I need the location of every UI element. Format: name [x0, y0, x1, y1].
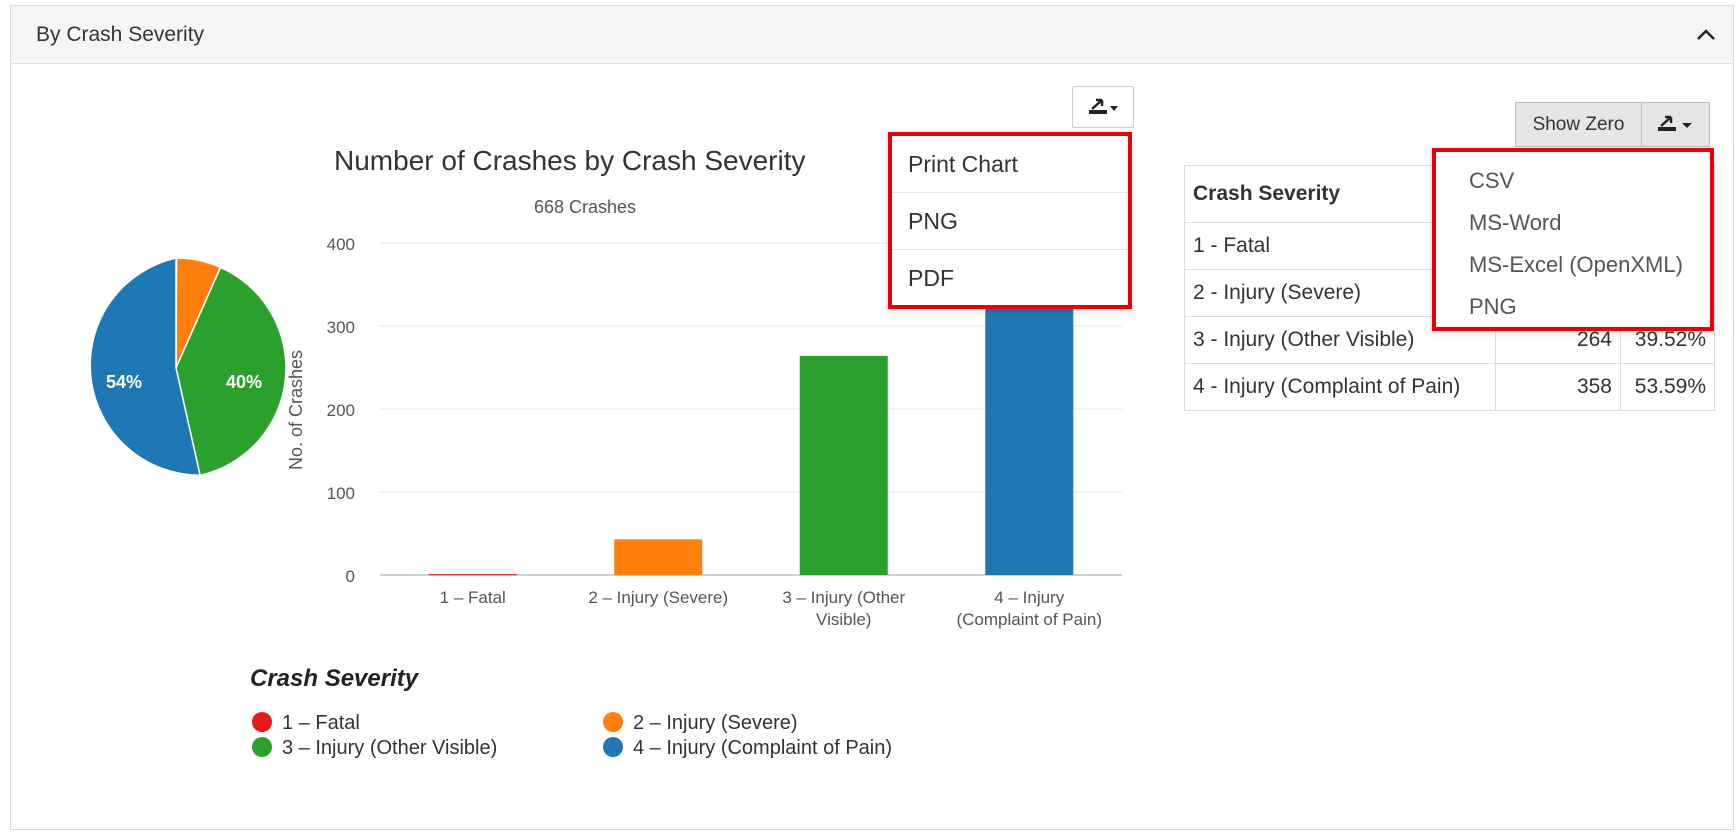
table-export-button[interactable] [1642, 102, 1710, 147]
menu-item-ms-excel[interactable]: MS-Excel (OpenXML) [1469, 252, 1683, 277]
legend-label: 4 – Injury (Complaint of Pain) [633, 737, 893, 759]
menu-item-ms-word[interactable]: MS-Word [1469, 210, 1562, 235]
legend-label: 3 – Injury (Other Visible) [282, 737, 498, 759]
pie-label-other-visible: 40% [226, 372, 262, 392]
pie-slice-other-visible[interactable] [175, 266, 287, 477]
legend-dot [252, 712, 272, 732]
x-tick-label: 2 – Injury (Severe) [588, 588, 728, 607]
x-tick-label: Visible) [816, 610, 871, 629]
y-axis-label: No. of Crashes [286, 350, 306, 470]
crash-severity-panel: By Crash Severity [10, 5, 1734, 830]
table-row: 4 - Injury (Complaint of Pain) 358 53.59… [1184, 363, 1715, 411]
legend-item-severe[interactable]: 2 – Injury (Severe) [603, 712, 798, 735]
legend-title: Crash Severity [250, 665, 419, 692]
row-percent: 53.59% [1620, 363, 1715, 411]
menu-item-csv[interactable]: CSV [1469, 168, 1515, 193]
chart-export-menu: Print Chart PNG PDF [888, 132, 1132, 309]
bar[interactable] [985, 277, 1074, 575]
y-tick-label: 200 [327, 401, 355, 420]
bar[interactable] [799, 355, 888, 575]
legend-item-complaint[interactable]: 4 – Injury (Complaint of Pain) [603, 737, 892, 760]
show-zero-button[interactable]: Show Zero [1515, 102, 1642, 147]
x-tick-label: 4 – Injury [994, 588, 1064, 607]
legend-label: 2 – Injury (Severe) [633, 712, 798, 734]
y-tick-label: 100 [327, 484, 355, 503]
pie-chart: 54% 40% [66, 257, 287, 478]
menu-item-png[interactable]: PNG [1469, 294, 1517, 319]
y-tick-label: 300 [327, 318, 355, 337]
bar-chart: 0 100 200 300 400 No. of Crashes 1 – Fatal 2 – … [286, 235, 1122, 629]
menu-item-png[interactable]: PNG [892, 193, 1128, 250]
export-icon [1089, 98, 1118, 114]
x-tick-label: 3 – Injury (Other [782, 588, 905, 607]
legend-dot [603, 737, 623, 757]
pie-slice-complaint-of-pain[interactable] [89, 257, 202, 477]
chart-export-button[interactable] [1072, 86, 1134, 128]
y-tick-label: 400 [327, 235, 355, 254]
panel-header: By Crash Severity [11, 6, 1733, 64]
legend-dot [252, 737, 272, 757]
chart-title: Number of Crashes by Crash Severity [334, 145, 806, 176]
x-tick-label: 1 – Fatal [440, 588, 506, 607]
pie-label-complaint: 54% [106, 372, 142, 392]
legend-item-fatal[interactable]: 1 – Fatal [252, 712, 360, 735]
y-tick-label: 0 [346, 567, 355, 586]
legend-label: 1 – Fatal [282, 712, 360, 734]
table-export-menu: CSV MS-Word MS-Excel (OpenXML) PNG [1432, 148, 1714, 331]
panel-title: By Crash Severity [36, 23, 205, 46]
x-tick-label: (Complaint of Pain) [956, 610, 1102, 629]
row-label: 4 - Injury (Complaint of Pain) [1184, 363, 1496, 411]
menu-item-pdf[interactable]: PDF [908, 265, 954, 291]
row-count: 358 [1495, 363, 1621, 411]
chevron-up-icon[interactable] [1693, 22, 1719, 48]
legend-dot [603, 712, 623, 732]
export-icon [1658, 115, 1692, 131]
bar[interactable] [428, 574, 517, 576]
legend-item-other-visible[interactable]: 3 – Injury (Other Visible) [252, 737, 497, 760]
bar[interactable] [614, 539, 703, 575]
menu-item-print-chart[interactable]: Print Chart [892, 136, 1128, 193]
chart-subtitle: 668 Crashes [533, 197, 637, 217]
